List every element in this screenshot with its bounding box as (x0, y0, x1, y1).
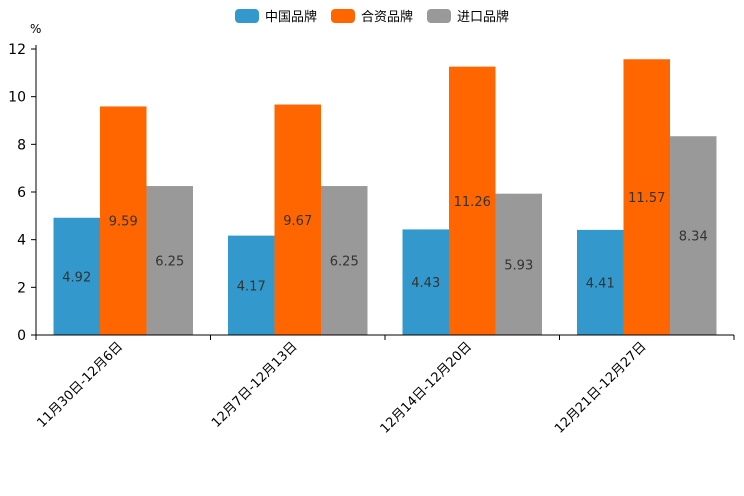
legend-label: 进口品牌 (457, 9, 509, 25)
y-tick-label: 6 (17, 185, 26, 201)
bar-value-label: 9.67 (283, 214, 312, 229)
bar (53, 217, 100, 335)
legend-swatch (235, 9, 259, 23)
bar (146, 186, 193, 335)
bar (321, 186, 368, 335)
bar-value-label: 11.26 (454, 195, 491, 210)
bar (274, 104, 321, 335)
x-axis: 11月30日-12月6日 12月7日-12月13日 12月14日-12月20日 12月… (34, 334, 735, 437)
bar-value-label: 4.41 (586, 276, 615, 291)
legend-swatch (427, 9, 451, 23)
bar-value-label: 9.59 (109, 215, 138, 230)
bar-value-label: 5.93 (504, 258, 533, 273)
y-tick-label: 8 (17, 137, 26, 153)
legend-label: 中国品牌 (265, 9, 317, 25)
bar-series: 6.25 6.25 5.93 8.34 (146, 136, 717, 335)
y-tick-label: 4 (17, 233, 26, 249)
y-tick-label: 0 (17, 328, 26, 344)
y-axis-unit-label: % (30, 22, 41, 36)
bar-value-label: 4.92 (62, 270, 91, 285)
y-axis: 0 2 4 6 8 10 12 (8, 42, 37, 344)
bar-value-label: 11.57 (628, 191, 665, 206)
bar (449, 66, 496, 336)
bar (577, 229, 624, 335)
y-tick-label: 12 (8, 42, 26, 58)
bar-series: 4.92 4.17 4.43 4.41 (53, 217, 624, 335)
x-category-label: 12月14日-12月20日 (378, 339, 475, 436)
bar-value-label: 4.17 (237, 279, 266, 294)
bar (100, 106, 147, 336)
x-category-label: 12月7日-12月13日 (209, 339, 301, 431)
x-category-label: 12月21日-12月27日 (552, 339, 649, 436)
y-tick-label: 10 (8, 90, 26, 106)
legend-item: 中国品牌 (235, 9, 317, 25)
bar (623, 59, 670, 336)
bar (495, 193, 542, 335)
bar-value-label: 6.25 (330, 255, 359, 270)
bar (402, 229, 449, 335)
legend-label: 合资品牌 (361, 9, 413, 25)
legend-item: 进口品牌 (427, 9, 509, 25)
bar-series: 9.59 9.67 11.26 11.57 (100, 59, 670, 336)
bar-value-label: 4.43 (411, 276, 440, 291)
bar-value-label: 8.34 (679, 230, 708, 245)
bar-value-label: 6.25 (155, 255, 184, 270)
legend: 中国品牌 合资品牌 进口品牌 (235, 9, 509, 25)
bar (228, 235, 275, 335)
y-tick-label: 2 (17, 280, 26, 296)
bar (670, 136, 717, 335)
legend-item: 合资品牌 (331, 9, 413, 25)
legend-swatch (331, 9, 355, 23)
x-category-label: 11月30日-12月6日 (34, 339, 126, 431)
